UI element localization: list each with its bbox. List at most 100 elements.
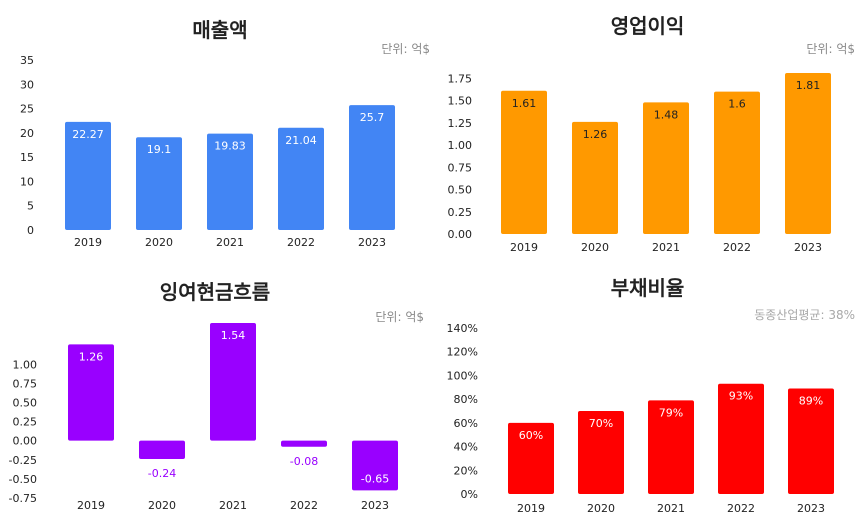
- free-cash-flow-panel: 잉여현금흐름 단위: 억$ -0.75 -0.50 -0.25 0.00 0.25 0.5…: [0, 268, 430, 524]
- data-label: 21.04: [285, 134, 317, 147]
- bar: [349, 105, 395, 230]
- y-tick-label: 140%: [447, 322, 478, 335]
- chart-title: 매출액: [192, 18, 248, 42]
- x-tick-label: 2020: [148, 499, 176, 512]
- bar: [139, 440, 185, 460]
- bar: [714, 91, 760, 234]
- bar: [210, 323, 256, 441]
- data-label: 70%: [589, 417, 613, 430]
- y-tick-label: 0.75: [448, 161, 473, 174]
- chart-title: 영업이익: [610, 14, 685, 38]
- y-tick-label: 0: [27, 224, 34, 237]
- data-label: -0.24: [148, 467, 176, 480]
- bar: [65, 121, 111, 230]
- x-tick-label: 2022: [290, 499, 318, 512]
- bar: [508, 422, 554, 494]
- y-tick-label: 1.50: [448, 95, 473, 108]
- y-tick-label: 20%: [454, 464, 478, 477]
- revenue-chart: 0 5 10 15 20 25 30 35 22.27 2019 19.1 2020 19.83 2021…: [20, 54, 395, 249]
- x-tick-label: 2022: [287, 236, 315, 249]
- bar: [281, 440, 327, 447]
- chart-title: 잉여현금흐름: [159, 280, 271, 304]
- data-label: 19.83: [214, 140, 246, 153]
- data-label: 1.61: [512, 97, 537, 110]
- x-tick-label: 2019: [517, 502, 545, 515]
- y-tick-label: 0.00: [13, 435, 38, 448]
- x-tick-label: 2019: [77, 499, 105, 512]
- unit-label: 단위: 억$: [806, 42, 855, 56]
- y-tick-label: 0.50: [448, 184, 473, 197]
- y-tick-label: 1.25: [448, 117, 473, 130]
- bar: [352, 440, 398, 491]
- unit-label: 동종산업평균: 38%: [754, 308, 855, 322]
- bar: [501, 90, 547, 234]
- y-tick-label: 0.00: [448, 228, 473, 241]
- y-tick-label: 40%: [454, 441, 478, 454]
- bar: [207, 133, 253, 230]
- y-tick-label: 60%: [454, 417, 478, 430]
- x-tick-label: 2022: [727, 502, 755, 515]
- data-label: 19.1: [147, 143, 172, 156]
- data-label: 1.6: [728, 98, 746, 111]
- y-tick-label: 120%: [447, 346, 478, 359]
- unit-label: 단위: 억$: [375, 310, 424, 324]
- data-label: 22.27: [72, 128, 104, 141]
- bar: [572, 121, 618, 234]
- x-tick-label: 2022: [723, 241, 751, 254]
- y-tick-label: 0.25: [448, 206, 473, 219]
- x-tick-label: 2020: [145, 236, 173, 249]
- x-tick-label: 2021: [216, 236, 244, 249]
- bar: [648, 400, 694, 494]
- bar: [788, 388, 834, 494]
- bar: [278, 127, 324, 230]
- data-label: 1.48: [654, 108, 679, 121]
- x-tick-label: 2021: [219, 499, 247, 512]
- y-tick-label: -0.25: [9, 454, 37, 467]
- y-tick-label: 1.75: [448, 72, 473, 85]
- y-tick-label: 25: [20, 103, 34, 116]
- operating-profit-chart: 0.00 0.25 0.50 0.75 1.00 1.25 1.50 1.75 1.61 2019…: [448, 72, 831, 254]
- operating-profit-panel: 영업이익 단위: 억$ 0.00 0.25 0.50 0.75 1.00 1.25 1.50…: [440, 8, 856, 258]
- x-tick-label: 2023: [361, 499, 389, 512]
- x-tick-label: 2019: [510, 241, 538, 254]
- y-tick-label: 1.00: [13, 358, 38, 371]
- bar: [68, 344, 114, 441]
- y-tick-label: -0.50: [9, 473, 37, 486]
- data-label: 93%: [729, 390, 753, 403]
- unit-label: 단위: 억$: [381, 42, 430, 56]
- free-cash-flow-chart: -0.75 -0.50 -0.25 0.00 0.25 0.50 0.75 1.00 1.26 2…: [9, 323, 398, 512]
- y-tick-label: -0.75: [9, 492, 37, 505]
- x-tick-label: 2023: [794, 241, 822, 254]
- y-tick-label: 1.00: [448, 139, 473, 152]
- x-tick-label: 2020: [587, 502, 615, 515]
- bar: [643, 102, 689, 234]
- y-tick-label: 15: [20, 151, 34, 164]
- data-label: -0.65: [361, 472, 389, 485]
- y-tick-label: 5: [27, 200, 34, 213]
- revenue-panel: 매출액 단위: 억$ 0 5 10 15 20 25 30 35 22.27 2019 19.1 20…: [10, 8, 430, 258]
- data-label: 1.26: [79, 350, 104, 363]
- data-label: -0.08: [290, 455, 318, 468]
- data-label: 1.81: [796, 79, 821, 92]
- y-tick-label: 100%: [447, 369, 478, 382]
- data-label: 1.54: [221, 329, 246, 342]
- bar: [785, 73, 831, 234]
- x-tick-label: 2023: [358, 236, 386, 249]
- bar: [136, 137, 182, 230]
- y-tick-label: 0.50: [13, 396, 38, 409]
- debt-ratio-panel: 부채비율 동종산업평균: 38% 0% 20% 40% 60% 80% 100% 120% 1…: [440, 268, 855, 524]
- y-tick-label: 10: [20, 175, 34, 188]
- x-tick-label: 2023: [797, 502, 825, 515]
- y-tick-label: 0%: [461, 488, 478, 501]
- data-label: 89%: [799, 394, 823, 407]
- chart-title: 부채비율: [610, 276, 685, 300]
- y-tick-label: 0.25: [13, 416, 38, 429]
- y-tick-label: 20: [20, 127, 34, 140]
- x-tick-label: 2020: [581, 241, 609, 254]
- y-tick-label: 80%: [454, 393, 478, 406]
- data-label: 60%: [519, 429, 543, 442]
- x-tick-label: 2021: [657, 502, 685, 515]
- y-tick-label: 30: [20, 78, 34, 91]
- bar: [578, 411, 624, 494]
- debt-ratio-chart: 0% 20% 40% 60% 80% 100% 120% 140% 60% 2019 70% 2020…: [447, 322, 834, 515]
